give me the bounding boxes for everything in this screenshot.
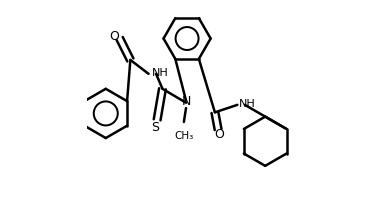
Text: O: O: [110, 30, 119, 43]
Text: CH₃: CH₃: [174, 131, 194, 141]
Text: NH: NH: [152, 68, 168, 78]
Text: NH: NH: [238, 99, 255, 109]
Text: N: N: [182, 95, 191, 108]
Text: O: O: [214, 128, 224, 141]
Text: S: S: [151, 121, 159, 134]
